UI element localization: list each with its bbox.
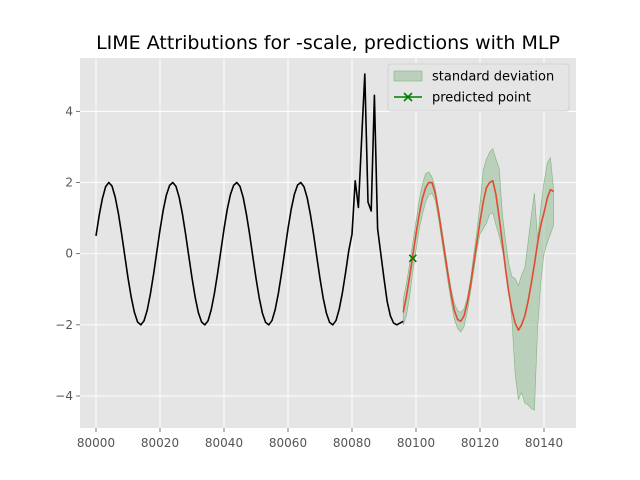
history-line: [95, 73, 404, 326]
x-tick-label: 80060: [269, 436, 307, 450]
chart-legend: standard deviation predicted point: [387, 63, 570, 112]
legend-box: [387, 63, 570, 112]
plot-area: [80, 58, 576, 428]
y-tick-label: −2: [55, 318, 73, 332]
legend-swatch-cross: [403, 92, 413, 102]
x-tick-label: 80140: [525, 436, 563, 450]
chart-title: LIME Attributions for -scale, prediction…: [96, 32, 560, 54]
predicted-point-marker: [408, 254, 417, 263]
y-axis-ticks: −4 −2 0 2 4: [55, 104, 80, 403]
series-lines: [95, 73, 554, 331]
prediction-line: [402, 179, 554, 331]
y-tick-label: 4: [65, 104, 73, 118]
x-tick-label: 80000: [77, 436, 115, 450]
y-tick-label: −4: [55, 389, 73, 403]
standard-deviation-band: [402, 148, 554, 411]
y-tick-label: 2: [65, 176, 73, 190]
grid-lines: [80, 58, 576, 428]
legend-label: predicted point: [432, 91, 531, 106]
y-tick-label: 0: [65, 247, 73, 261]
x-tick-label: 80040: [205, 436, 243, 450]
x-tick-label: 80120: [461, 436, 499, 450]
x-tick-label: 80080: [333, 436, 371, 450]
x-tick-label: 80020: [141, 436, 179, 450]
x-axis-ticks: 80000 80020 80040 80060 80080 80100 80120 80140: [77, 428, 563, 450]
legend-label: standard deviation: [432, 70, 554, 85]
legend-swatch-band: [393, 70, 423, 82]
predicted-point-mark: [408, 254, 417, 263]
x-tick-label: 80100: [397, 436, 435, 450]
standard-deviation-area: [402, 148, 554, 411]
